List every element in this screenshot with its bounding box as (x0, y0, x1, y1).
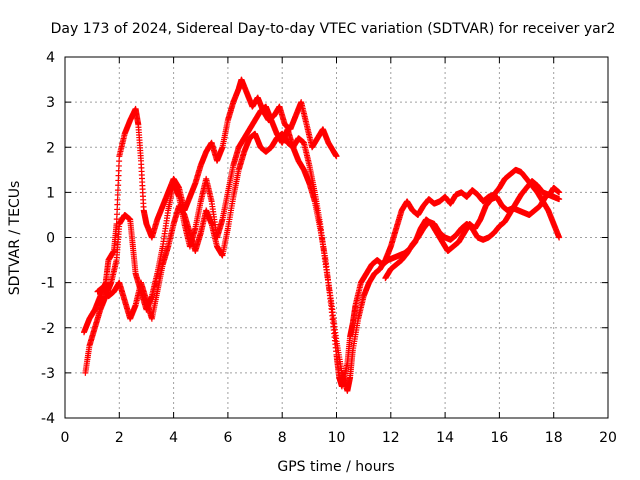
y-tick-label: 3 (46, 95, 55, 111)
x-tick-label: 10 (328, 430, 346, 446)
x-tick-label: 8 (278, 430, 287, 446)
y-tick-label: -4 (41, 411, 55, 427)
x-tick-label: 12 (382, 430, 400, 446)
x-axis-label: GPS time / hours (277, 459, 394, 475)
y-axis-label: SDTVAR / TECUs (7, 181, 23, 296)
x-tick-label: 20 (599, 430, 617, 446)
data-point (556, 189, 563, 196)
y-tick-label: 4 (46, 50, 55, 66)
x-tick-label: 14 (436, 430, 454, 446)
y-tick-label: -1 (41, 276, 55, 292)
data-point (556, 196, 563, 203)
grid-lines (65, 57, 608, 418)
y-tick-label: 1 (46, 185, 55, 201)
y-tick-label: -2 (41, 321, 55, 337)
y-tick-label: 0 (46, 231, 55, 247)
y-tick-label: 2 (46, 140, 55, 156)
x-tick-label: 4 (169, 430, 178, 446)
series-track-a (81, 76, 340, 336)
y-tick-label: -3 (41, 366, 55, 382)
chart-title: Day 173 of 2024, Sidereal Day-to-day VTE… (51, 21, 616, 37)
x-tick-label: 0 (61, 430, 70, 446)
data-point (556, 234, 563, 241)
series-track-b (82, 103, 563, 390)
data-point (333, 153, 340, 160)
x-tick-label: 2 (115, 430, 124, 446)
x-tick-label: 18 (545, 430, 563, 446)
x-tick-label: 6 (223, 430, 232, 446)
series-track-d (382, 178, 563, 282)
data-points (81, 76, 563, 394)
series-track-c (94, 130, 563, 394)
x-tick-label: 16 (490, 430, 508, 446)
plot-frame (64, 56, 609, 419)
